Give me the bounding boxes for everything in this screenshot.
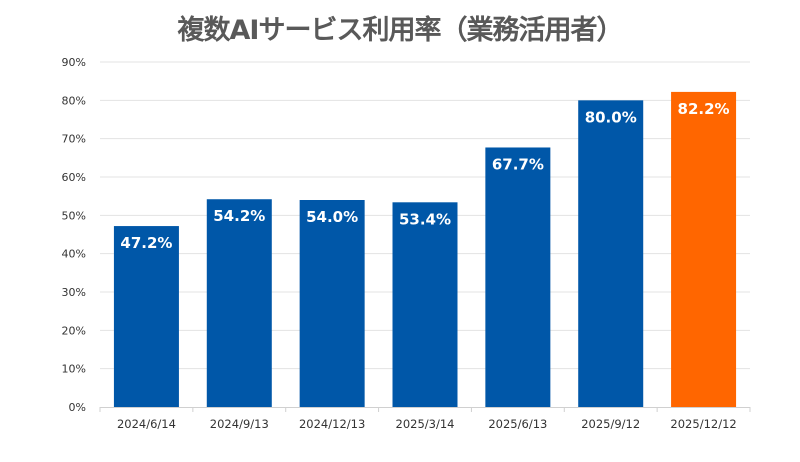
y-tick-label: 30% — [62, 286, 86, 299]
y-tick-label: 10% — [62, 363, 86, 376]
bar — [392, 202, 458, 407]
data-label: 67.7% — [492, 155, 544, 173]
data-label: 82.2% — [678, 100, 730, 118]
y-tick-label: 0% — [69, 401, 86, 414]
x-tick-label: 2024/12/13 — [299, 417, 365, 431]
x-tick-label: 2025/3/14 — [396, 417, 455, 431]
data-label: 53.4% — [399, 210, 451, 228]
data-label: 54.2% — [213, 207, 265, 225]
bar — [113, 226, 179, 407]
x-tick-label: 2025/12/12 — [670, 417, 736, 431]
x-tick-label: 2024/6/14 — [117, 417, 176, 431]
x-tick-label: 2025/9/12 — [581, 417, 640, 431]
bar — [206, 199, 272, 407]
y-tick-label: 90% — [62, 56, 86, 69]
data-label: 54.0% — [306, 208, 358, 226]
y-tick-label: 40% — [62, 248, 86, 261]
bar — [671, 91, 737, 408]
x-tick-label: 2025/6/13 — [488, 417, 547, 431]
y-tick-label: 80% — [62, 94, 86, 107]
y-tick-label: 60% — [62, 171, 86, 184]
y-tick-label: 20% — [62, 324, 86, 337]
y-tick-label: 50% — [62, 209, 86, 222]
data-label: 80.0% — [585, 108, 637, 126]
bar — [578, 100, 644, 407]
x-tick-label: 2024/9/13 — [210, 417, 269, 431]
chart-title: 複数AIサービス利用率（業務活用者） — [177, 15, 624, 46]
bar — [485, 147, 551, 407]
bar — [299, 200, 365, 407]
y-tick-label: 70% — [62, 133, 86, 146]
data-label: 47.2% — [120, 234, 172, 252]
